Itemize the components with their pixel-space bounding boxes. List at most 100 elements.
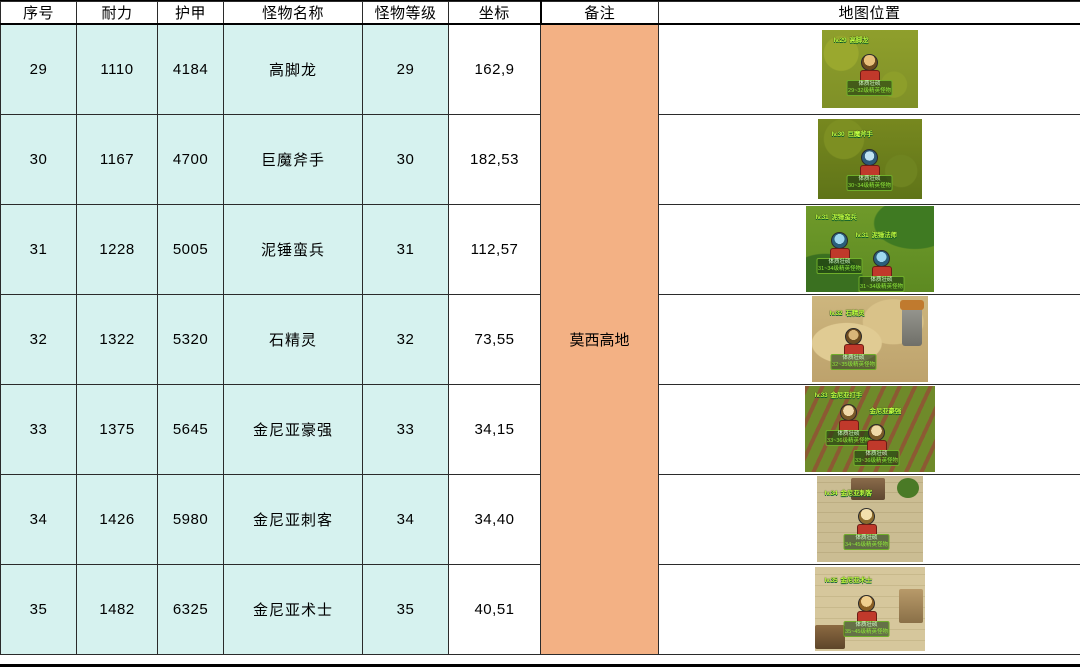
thumb-banner: lv.29 高脚龙 — [833, 37, 869, 45]
thumb-banner: lv.30 巨魔斧手 — [831, 131, 873, 138]
cell-monster-name[interactable]: 泥锤蛮兵 — [223, 203, 363, 295]
cell-armor[interactable]: 5320 — [157, 293, 224, 385]
thumb-banner: lv.33 金尼亚打手 — [814, 392, 863, 399]
sprite-head — [858, 595, 875, 612]
monster-sprite: 体质壮硕 31~34级精英怪物 — [816, 232, 863, 274]
cell-seq[interactable]: 35 — [0, 563, 77, 655]
cell-coords[interactable]: 34,40 — [448, 473, 541, 565]
cell-seq[interactable]: 29 — [0, 23, 77, 115]
cell-monster-name[interactable]: 巨魔斧手 — [223, 113, 363, 205]
thumb-banner: lv.31 泥锤蛮兵 — [815, 214, 857, 221]
cell-map-position[interactable]: lv.32 石精灵 体质壮硕 32~35级精英怪物 — [658, 293, 1080, 385]
thumb-banner-secondary: 金尼亚豪强 — [869, 408, 902, 415]
thumbnail-wrapper: lv.30 巨魔斧手 体质壮硕 30~34级精英怪物 — [660, 115, 1080, 203]
sprite-head — [858, 508, 875, 525]
cell-map-position[interactable]: lv.34 金尼亚刺客 体质壮硕 34~45级精英怪物 — [658, 473, 1080, 565]
sprite-nameplate: 体质壮硕 31~34级精英怪物 — [858, 276, 905, 292]
cell-armor[interactable]: 6325 — [157, 563, 224, 655]
cell-coords[interactable]: 162,9 — [448, 23, 541, 115]
monster-sprite: 体质壮硕 29~32级精英怪物 — [846, 54, 893, 97]
cell-seq[interactable]: 34 — [0, 473, 77, 565]
map-thumb-jumofushou[interactable]: lv.30 巨魔斧手 体质壮硕 30~34级精英怪物 — [817, 119, 922, 199]
table-row: 35 1482 6325 金尼亚术士 35 40,51 lv.35 金尼亚术士 — [0, 563, 1080, 655]
cell-map-position[interactable]: lv.35 金尼亚术士 体质壮硕 35~45级精英怪物 — [658, 563, 1080, 655]
table-row: 31 1228 5005 泥锤蛮兵 31 112,57 lv.31 泥锤蛮兵 lv… — [0, 203, 1080, 295]
cell-remarks-merged[interactable]: 莫西高地 — [540, 23, 659, 655]
monster-sprite: 体质壮硕 35~45级精英怪物 — [843, 595, 890, 637]
header-map-position: 地图位置 — [658, 1, 1080, 25]
cell-map-position[interactable]: lv.33 金尼亚打手 金尼亚豪强 体质壮硕 33~36级精英怪物 — [658, 383, 1080, 475]
sprite-head — [868, 424, 885, 441]
cell-coords[interactable]: 34,15 — [448, 383, 541, 475]
cell-monster-name[interactable]: 金尼亚刺客 — [223, 473, 363, 565]
header-coords: 坐标 — [448, 1, 541, 25]
cell-seq[interactable]: 33 — [0, 383, 77, 475]
map-thumb-jinniyahaoqiang[interactable]: lv.33 金尼亚打手 金尼亚豪强 体质壮硕 33~36级精英怪物 — [804, 386, 935, 472]
monster-sprite-2: 体质壮硕 31~34级精英怪物 — [858, 250, 905, 292]
sprite-nameplate: 体质壮硕 33~36级精英怪物 — [825, 430, 872, 446]
cell-monster-level[interactable]: 33 — [362, 383, 449, 475]
sprite-nameplate: 体质壮硕 33~36级精英怪物 — [853, 450, 900, 466]
sprite-nameplate: 体质壮硕 32~35级精英怪物 — [830, 354, 877, 370]
thumbnail-wrapper: lv.31 泥锤蛮兵 lv.31 泥锤法师 体质壮硕 31~34级精英怪物 — [660, 205, 1080, 293]
map-thumb-jinniyashushi[interactable]: lv.35 金尼亚术士 体质壮硕 35~45级精英怪物 — [814, 567, 925, 651]
table-row: 30 1167 4700 巨魔斧手 30 182,53 lv.30 巨魔斧手 — [0, 113, 1080, 205]
cell-armor[interactable]: 5980 — [157, 473, 224, 565]
map-thumb-jinniyacike[interactable]: lv.34 金尼亚刺客 体质壮硕 34~45级精英怪物 — [816, 476, 923, 562]
cell-stamina[interactable]: 1322 — [76, 293, 158, 385]
cell-monster-name[interactable]: 石精灵 — [223, 293, 363, 385]
cell-monster-level[interactable]: 30 — [362, 113, 449, 205]
cell-stamina[interactable]: 1482 — [76, 563, 158, 655]
cell-coords[interactable]: 40,51 — [448, 563, 541, 655]
cell-monster-name[interactable]: 金尼亚豪强 — [223, 383, 363, 475]
cell-stamina[interactable]: 1426 — [76, 473, 158, 565]
cell-seq[interactable]: 30 — [0, 113, 77, 205]
cell-seq[interactable]: 31 — [0, 203, 77, 295]
map-thumb-shijingling[interactable]: lv.32 石精灵 体质壮硕 32~35级精英怪物 — [811, 296, 928, 382]
cell-armor[interactable]: 5005 — [157, 203, 224, 295]
cart-icon — [814, 625, 845, 649]
sprite-nameplate: 体质壮硕 31~34级精英怪物 — [816, 258, 863, 274]
monster-sprite-2: 体质壮硕 33~36级精英怪物 — [853, 424, 900, 466]
header-seq: 序号 — [0, 1, 77, 25]
cell-map-position[interactable]: lv.31 泥锤蛮兵 lv.31 泥锤法师 体质壮硕 31~34级精英怪物 — [658, 203, 1080, 295]
sprite-head — [840, 404, 857, 421]
table-header-row: 序号 耐力 护甲 怪物名称 怪物等级 坐标 备注 地图位置 — [0, 1, 1080, 25]
cell-stamina[interactable]: 1375 — [76, 383, 158, 475]
cell-monster-name[interactable]: 金尼亚术士 — [223, 563, 363, 655]
cell-monster-level[interactable]: 31 — [362, 203, 449, 295]
cell-stamina[interactable]: 1110 — [76, 23, 158, 115]
cell-coords[interactable]: 182,53 — [448, 113, 541, 205]
thumbnail-wrapper: lv.29 高脚龙 体质壮硕 29~32级精英怪物 — [660, 25, 1080, 113]
cell-monster-level[interactable]: 35 — [362, 563, 449, 655]
sprite-head — [861, 149, 878, 166]
cell-monster-level[interactable]: 32 — [362, 293, 449, 385]
cell-coords[interactable]: 112,57 — [448, 203, 541, 295]
cell-monster-name[interactable]: 高脚龙 — [223, 23, 363, 115]
header-monster-level: 怪物等级 — [362, 1, 449, 25]
cell-map-position[interactable]: lv.30 巨魔斧手 体质壮硕 30~34级精英怪物 — [658, 113, 1080, 205]
cell-coords[interactable]: 73,55 — [448, 293, 541, 385]
map-thumb-nichuimanbing[interactable]: lv.31 泥锤蛮兵 lv.31 泥锤法师 体质壮硕 31~34级精英怪物 — [805, 206, 934, 292]
thumbnail-wrapper: lv.33 金尼亚打手 金尼亚豪强 体质壮硕 33~36级精英怪物 — [660, 385, 1080, 473]
cell-stamina[interactable]: 1228 — [76, 203, 158, 295]
sprite-head — [873, 250, 890, 267]
thumb-banner-secondary: lv.31 泥锤法师 — [855, 232, 897, 239]
cell-map-position[interactable]: lv.29 高脚龙 体质壮硕 29~32级精英怪物 — [658, 23, 1080, 115]
cell-armor[interactable]: 4700 — [157, 113, 224, 205]
sprite-nameplate: 体质壮硕 30~34级精英怪物 — [846, 175, 893, 191]
sprite-nameplate: 体质壮硕 35~45级精英怪物 — [843, 621, 890, 637]
map-thumb-gaojiaolong[interactable]: lv.29 高脚龙 体质壮硕 29~32级精英怪物 — [821, 30, 918, 109]
cell-armor[interactable]: 5645 — [157, 383, 224, 475]
cell-seq[interactable]: 32 — [0, 293, 77, 385]
cell-monster-level[interactable]: 34 — [362, 473, 449, 565]
cell-monster-level[interactable]: 29 — [362, 23, 449, 115]
sprite-head — [861, 54, 878, 72]
header-stamina: 耐力 — [76, 1, 158, 25]
thumbnail-wrapper: lv.34 金尼亚刺客 体质壮硕 34~45级精英怪物 — [660, 475, 1080, 563]
structure-icon — [898, 589, 923, 623]
cell-stamina[interactable]: 1167 — [76, 113, 158, 205]
cell-armor[interactable]: 4184 — [157, 23, 224, 115]
tower-top-icon — [899, 300, 924, 310]
